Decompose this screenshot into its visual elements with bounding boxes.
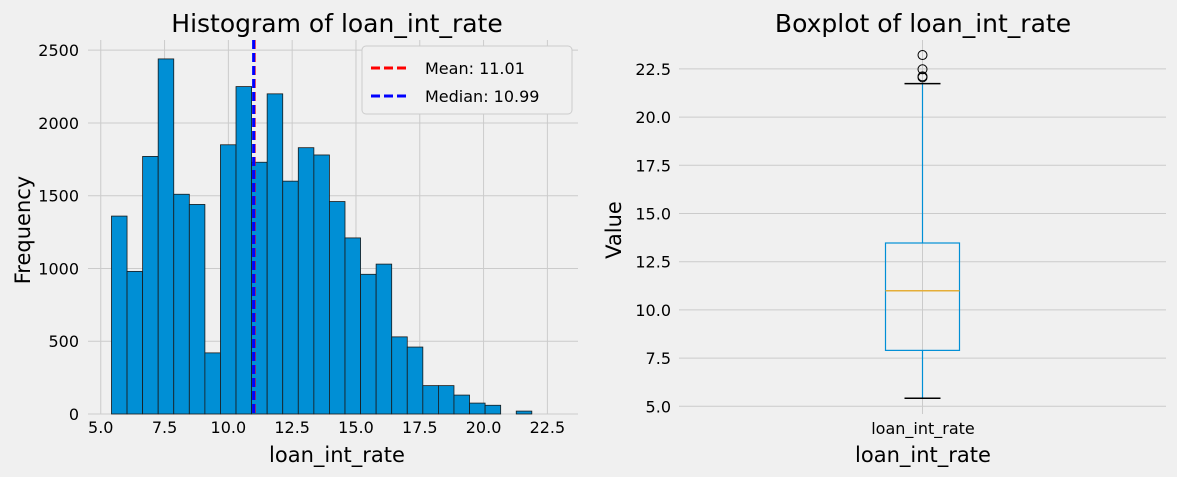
histogram-bar xyxy=(220,144,237,415)
boxplot-body xyxy=(884,50,961,399)
histogram-bar xyxy=(204,352,221,415)
histogram-y-axis-label: Frequency xyxy=(11,176,35,285)
histogram-bar xyxy=(406,346,424,415)
histogram-y-tick-label: 1000 xyxy=(38,259,79,278)
boxplot-y-tick-label: 7.5 xyxy=(646,349,671,368)
histogram-y-tick-label: 0 xyxy=(69,405,79,424)
histogram-x-tick-label: 17.5 xyxy=(402,418,438,437)
boxplot-y-tick-label: 22.5 xyxy=(635,60,671,79)
histogram-bar xyxy=(344,237,361,415)
histogram-bar xyxy=(469,402,486,415)
histogram-bar xyxy=(142,156,159,415)
histogram-bar xyxy=(515,410,533,415)
iqr-box xyxy=(884,242,961,351)
boxplot-panel: Boxplot of loan_int_rate 5.0 7.5 10.0 12.5 1… xyxy=(602,9,1166,468)
histogram-y-tick-label: 2500 xyxy=(38,41,79,60)
histogram-x-axis-label: loan_int_rate xyxy=(269,443,405,468)
boxplot-y-axis-label: Value xyxy=(602,201,626,259)
legend-box xyxy=(361,45,573,115)
boxplot-title: Boxplot of loan_int_rate xyxy=(775,9,1071,38)
outlier-point xyxy=(917,64,928,75)
histogram-x-tick-label: 10.0 xyxy=(211,418,247,437)
histogram-title: Histogram of loan_int_rate xyxy=(171,9,502,38)
histogram-bar xyxy=(329,201,346,415)
histogram-bar xyxy=(375,263,393,415)
histogram-bar xyxy=(157,58,175,415)
histogram-bar xyxy=(360,273,377,415)
histogram-bar xyxy=(313,154,330,415)
histogram-x-tick-label: 20.0 xyxy=(466,418,502,437)
histogram-tick-labels: 5.0 7.5 10.0 12.5 15.0 17.5 20.0 22.5 0 500 1000 15… xyxy=(38,41,565,437)
histogram-x-tick-label: 22.5 xyxy=(530,418,566,437)
histogram-bar xyxy=(484,404,502,415)
histogram-bar xyxy=(266,93,284,415)
histogram-bar xyxy=(188,204,206,415)
histogram-y-tick-label: 1500 xyxy=(38,187,79,206)
outlier-point xyxy=(917,71,928,82)
outlier-point xyxy=(917,50,928,61)
histogram-bar xyxy=(111,215,128,415)
histogram-panel: Histogram of loan_int_rate 5.0 7.5 10.0 12.… xyxy=(11,9,578,468)
boxplot-category-label: loan_int_rate xyxy=(871,419,975,439)
boxplot-tick-labels: 5.0 7.5 10.0 12.5 15.0 17.5 20.0 22.5 xyxy=(635,60,671,416)
legend-median-label: Median: 10.99 xyxy=(425,87,539,106)
histogram-bar xyxy=(173,193,190,415)
histogram-y-tick-label: 500 xyxy=(48,332,79,351)
boxplot-y-tick-label: 10.0 xyxy=(635,301,671,320)
histogram-bar xyxy=(391,336,408,415)
boxplot-x-axis-label: loan_int_rate xyxy=(855,443,991,468)
boxplot-y-tick-label: 17.5 xyxy=(635,156,671,175)
histogram-x-tick-label: 7.5 xyxy=(152,418,177,437)
histogram-bar xyxy=(453,394,470,415)
histogram-bar xyxy=(126,270,144,415)
boxplot-y-tick-label: 15.0 xyxy=(635,205,671,224)
histogram-reference-lines xyxy=(252,40,256,414)
histogram-legend: Mean: 11.01 Median: 10.99 xyxy=(361,45,573,115)
histogram-x-tick-label: 5.0 xyxy=(88,418,113,437)
histogram-x-tick-label: 12.5 xyxy=(274,418,310,437)
histogram-bars xyxy=(111,58,533,415)
boxplot-y-tick-label: 20.0 xyxy=(635,108,671,127)
histogram-bar xyxy=(235,86,252,415)
histogram-y-tick-label: 2000 xyxy=(38,114,79,133)
histogram-bar xyxy=(438,385,455,415)
legend-mean-label: Mean: 11.01 xyxy=(425,59,525,78)
histogram-bar xyxy=(297,147,315,415)
boxplot-y-tick-label: 5.0 xyxy=(646,397,671,416)
histogram-bar xyxy=(422,385,439,415)
boxplot-y-tick-label: 12.5 xyxy=(635,253,671,272)
histogram-bar xyxy=(282,180,299,415)
histogram-x-tick-label: 15.0 xyxy=(338,418,374,437)
